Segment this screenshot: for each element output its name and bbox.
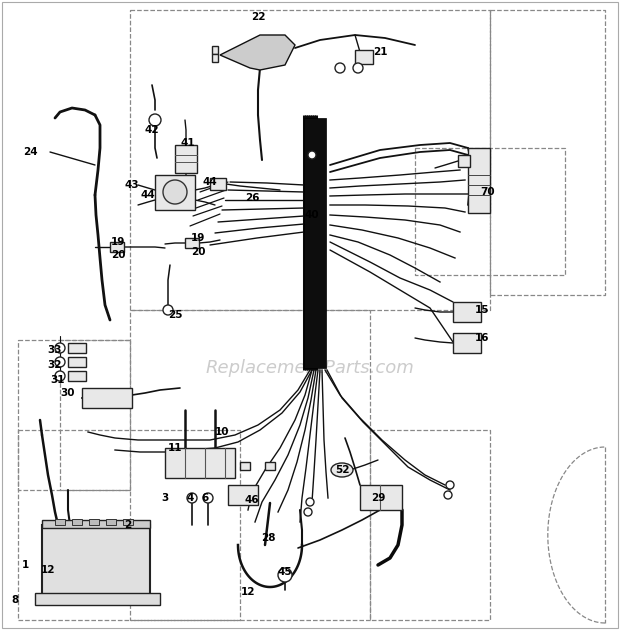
Text: 20: 20 [191,247,205,257]
Text: 12: 12 [41,565,55,575]
Text: 45: 45 [278,567,292,577]
Text: 31: 31 [51,375,65,385]
Bar [89,519,99,525]
Circle shape [444,491,452,499]
Text: 22: 22 [250,12,265,22]
Circle shape [353,63,363,73]
Text: 11: 11 [168,443,182,453]
Bar [228,485,258,505]
Bar [212,46,218,54]
Text: 40: 40 [304,210,319,220]
Bar [185,238,199,248]
Text: 33: 33 [48,345,62,355]
Polygon shape [220,35,295,70]
Circle shape [163,180,187,204]
Text: 21: 21 [373,47,388,57]
Circle shape [304,508,312,516]
Text: 44: 44 [141,190,156,200]
Text: 70: 70 [480,187,495,197]
Bar [72,519,82,525]
Bar [165,448,235,478]
Text: 30: 30 [61,388,75,398]
Bar [458,155,470,167]
Circle shape [278,568,292,582]
Text: 44: 44 [203,177,218,187]
Bar [68,357,86,367]
Text: 2: 2 [125,520,131,530]
Bar [175,145,197,173]
Text: 19: 19 [191,233,205,243]
Bar [212,54,218,62]
Bar [42,520,150,528]
Circle shape [55,357,65,367]
Circle shape [55,343,65,353]
Text: 43: 43 [125,180,140,190]
Circle shape [149,114,161,126]
Bar [360,485,402,510]
Bar [155,175,195,210]
Text: 29: 29 [371,493,385,503]
Text: 15: 15 [475,305,489,315]
Bar [55,519,65,525]
Bar [304,118,326,368]
Text: 12: 12 [241,587,255,597]
Ellipse shape [331,463,353,477]
Circle shape [163,305,173,315]
Circle shape [203,493,213,503]
Bar [68,343,86,353]
Bar [123,519,133,525]
Bar [265,462,275,470]
Text: 28: 28 [261,533,275,543]
Bar [42,525,150,597]
Bar [35,593,160,605]
Circle shape [306,498,314,506]
Bar [355,50,373,64]
Text: 6: 6 [202,493,208,503]
Text: 10: 10 [215,427,229,437]
Circle shape [335,63,345,73]
Text: 8: 8 [11,595,19,605]
Text: 3: 3 [161,493,169,503]
Bar [106,519,116,525]
Bar [453,333,481,353]
Text: 52: 52 [335,465,349,475]
Bar [468,148,490,213]
Text: 42: 42 [144,125,159,135]
Bar [453,302,481,322]
Text: ReplacementParts.com: ReplacementParts.com [206,359,414,377]
Text: 20: 20 [111,250,125,260]
Text: 25: 25 [168,310,182,320]
Circle shape [187,493,197,503]
Text: 24: 24 [23,147,37,157]
Text: 16: 16 [475,333,489,343]
Text: 46: 46 [245,495,259,505]
Text: 41: 41 [180,138,195,148]
Circle shape [55,371,65,381]
Bar [240,462,250,470]
Text: 1: 1 [21,560,29,570]
Text: 32: 32 [48,360,62,370]
Text: 4: 4 [187,493,193,503]
Bar [82,388,132,408]
Text: 19: 19 [111,237,125,247]
Circle shape [308,151,316,159]
Bar [68,371,86,381]
Text: 26: 26 [245,193,259,203]
Bar [210,178,226,190]
Bar [110,242,124,252]
Circle shape [446,481,454,489]
